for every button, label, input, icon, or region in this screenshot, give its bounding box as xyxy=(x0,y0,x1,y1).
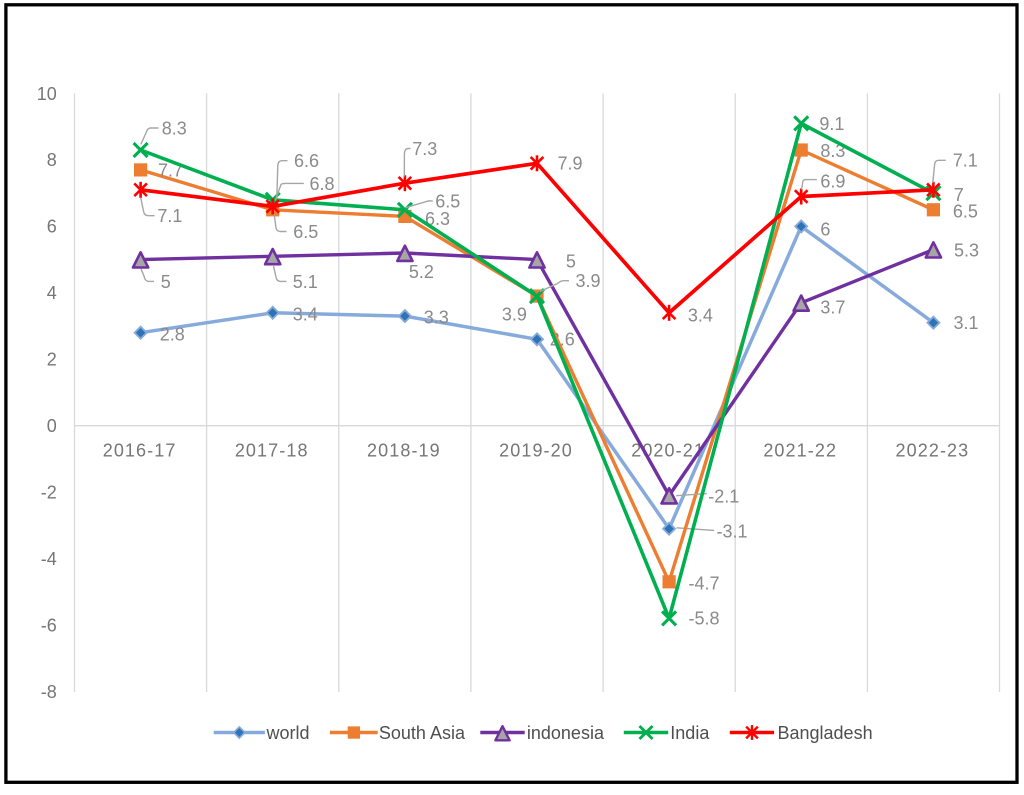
svg-text:9.1: 9.1 xyxy=(819,114,844,134)
svg-text:0: 0 xyxy=(47,416,57,436)
svg-text:South Asia: South Asia xyxy=(379,723,466,743)
svg-text:2.8: 2.8 xyxy=(160,325,185,345)
svg-text:-3.1: -3.1 xyxy=(717,521,748,541)
svg-text:2: 2 xyxy=(47,350,57,370)
svg-text:world: world xyxy=(266,723,310,743)
svg-text:7: 7 xyxy=(954,185,964,205)
svg-text:-2.1: -2.1 xyxy=(708,487,739,507)
svg-text:2021-22: 2021-22 xyxy=(763,441,837,461)
svg-text:3.9: 3.9 xyxy=(576,271,601,291)
svg-text:Bangladesh: Bangladesh xyxy=(778,723,873,743)
svg-text:7.1: 7.1 xyxy=(953,151,978,171)
svg-text:-4: -4 xyxy=(41,549,57,569)
svg-text:5: 5 xyxy=(566,252,576,272)
svg-text:2018-19: 2018-19 xyxy=(367,441,441,461)
svg-text:6.8: 6.8 xyxy=(310,174,335,194)
svg-text:3.4: 3.4 xyxy=(688,306,713,326)
svg-text:2019-20: 2019-20 xyxy=(499,441,573,461)
svg-text:6.5: 6.5 xyxy=(293,222,318,242)
svg-text:6.9: 6.9 xyxy=(820,171,845,191)
svg-text:-8: -8 xyxy=(41,682,57,702)
svg-text:5.3: 5.3 xyxy=(954,241,979,261)
svg-text:5.1: 5.1 xyxy=(293,272,318,292)
svg-text:3.7: 3.7 xyxy=(820,298,845,318)
svg-text:8.3: 8.3 xyxy=(162,119,187,139)
svg-text:8: 8 xyxy=(47,150,57,170)
svg-text:6.5: 6.5 xyxy=(953,201,978,221)
svg-text:3.4: 3.4 xyxy=(293,305,318,325)
svg-text:3.1: 3.1 xyxy=(954,313,979,333)
svg-text:-5.8: -5.8 xyxy=(689,609,720,629)
svg-text:2020-21: 2020-21 xyxy=(631,441,705,461)
svg-text:8.3: 8.3 xyxy=(820,141,845,161)
svg-text:2022-23: 2022-23 xyxy=(896,441,970,461)
svg-text:5.2: 5.2 xyxy=(409,262,434,282)
svg-text:2016-17: 2016-17 xyxy=(103,441,177,461)
svg-text:4: 4 xyxy=(47,283,57,303)
svg-text:6: 6 xyxy=(820,219,830,239)
svg-text:3.3: 3.3 xyxy=(424,308,449,328)
svg-text:2017-18: 2017-18 xyxy=(235,441,309,461)
svg-text:6.6: 6.6 xyxy=(294,151,319,171)
svg-text:7.3: 7.3 xyxy=(412,139,437,159)
svg-text:7.7: 7.7 xyxy=(158,161,183,181)
svg-text:6: 6 xyxy=(47,217,57,237)
svg-text:5: 5 xyxy=(161,272,171,292)
svg-text:3.9: 3.9 xyxy=(502,304,527,324)
svg-text:7.9: 7.9 xyxy=(558,154,583,174)
svg-text:-4.7: -4.7 xyxy=(689,574,720,594)
svg-text:-2: -2 xyxy=(41,482,57,502)
svg-text:6.5: 6.5 xyxy=(435,191,460,211)
svg-text:6.3: 6.3 xyxy=(425,209,450,229)
svg-text:7.1: 7.1 xyxy=(157,206,182,226)
svg-text:-6: -6 xyxy=(41,615,57,635)
svg-text:indonesia: indonesia xyxy=(527,723,605,743)
svg-text:India: India xyxy=(670,723,710,743)
svg-text:10: 10 xyxy=(37,84,57,104)
